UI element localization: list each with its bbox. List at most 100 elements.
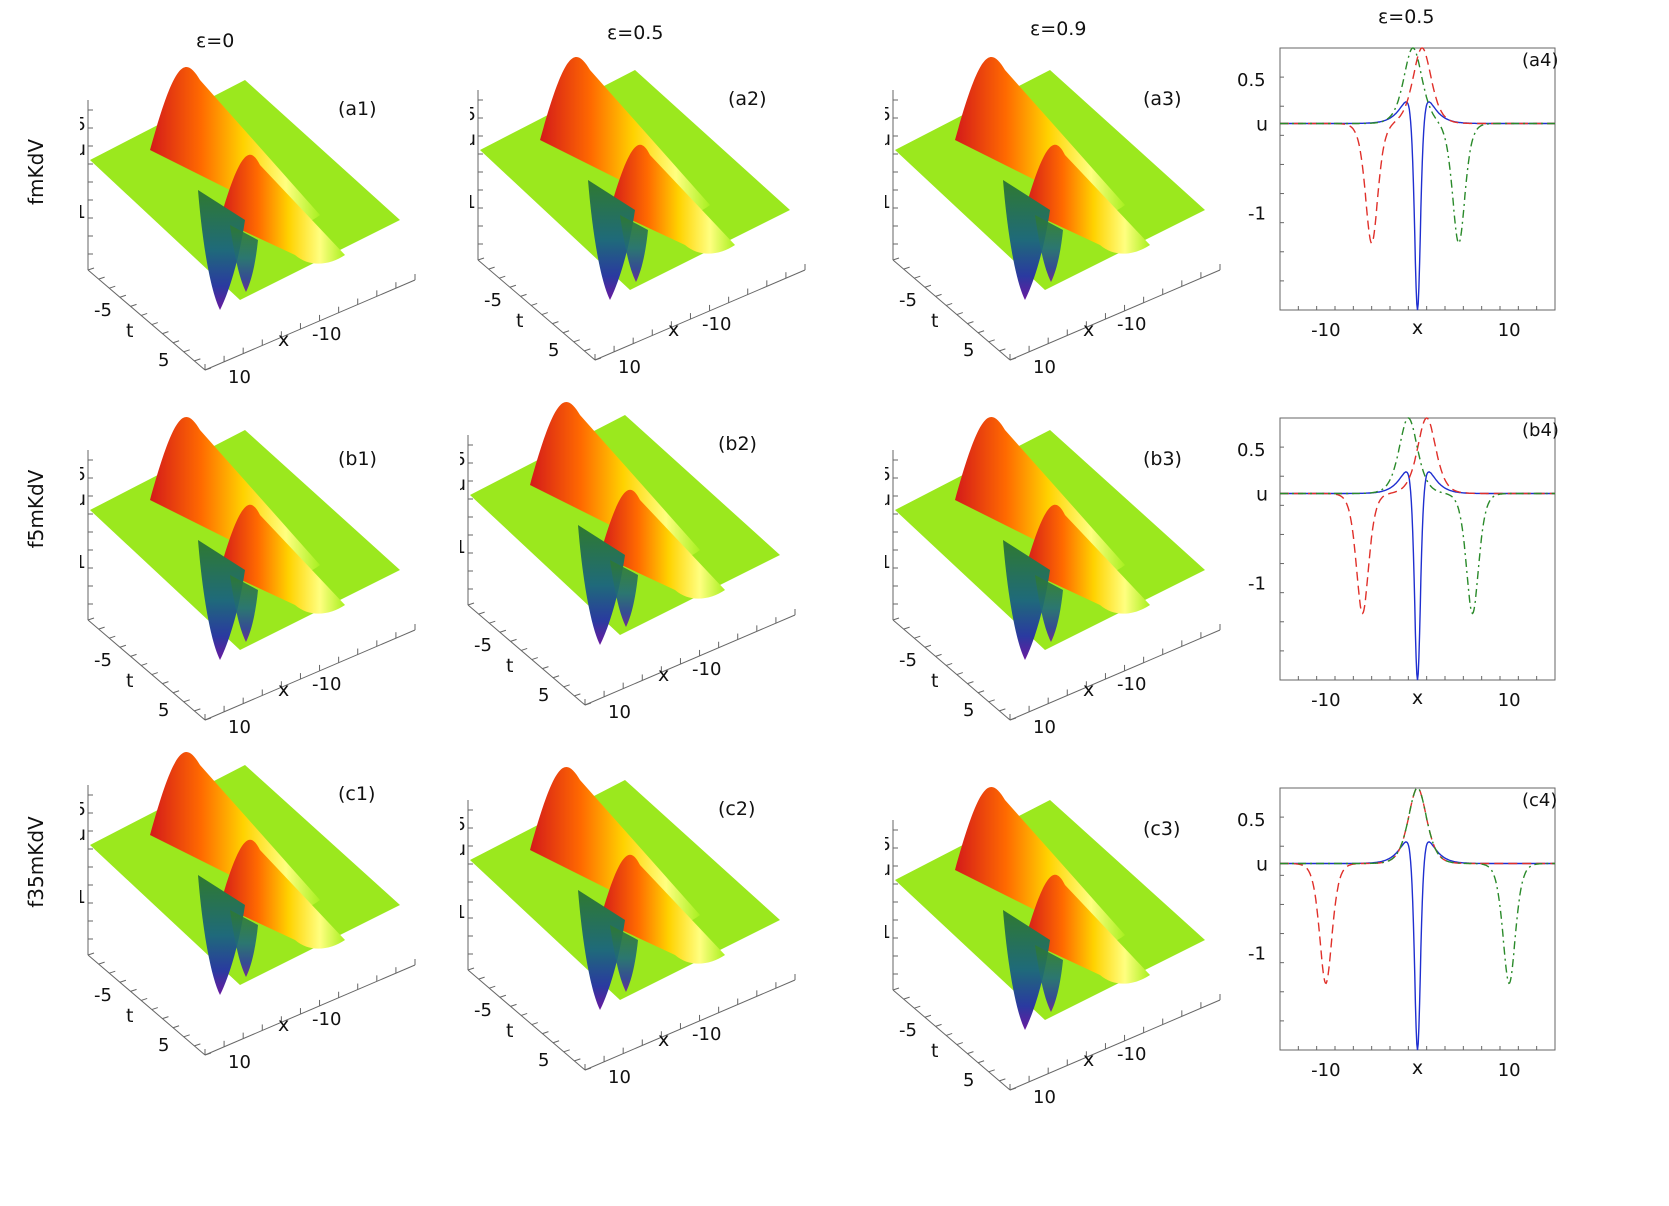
- t-tick: [141, 997, 148, 1001]
- t-axis: [467, 604, 586, 706]
- t-tick: [183, 349, 190, 353]
- series-line-1: [1280, 101, 1555, 311]
- trough: [588, 180, 635, 300]
- t-tick: [924, 644, 932, 648]
- t-tick: [130, 988, 137, 992]
- t-tick: [967, 321, 974, 325]
- trough-2: [230, 910, 258, 977]
- trough-2: [610, 925, 638, 992]
- surface-plot-c2: (c2) 0.5 u -1 -5 t 5 10 x -10: [460, 767, 796, 1088]
- surface-plot-a3: (a3) 0.5 u -1 -5 t 5 10 x -10: [885, 57, 1221, 378]
- y-tick-label: 0.5: [1237, 440, 1266, 461]
- x-axis-label: x: [1412, 1057, 1423, 1079]
- t-tick: [151, 1007, 158, 1011]
- t-tick: [109, 285, 116, 289]
- t-tick: [477, 257, 485, 261]
- panel-label: (c3): [1143, 818, 1180, 840]
- y-tick-label: -1: [1248, 573, 1266, 594]
- x-axis-label: x: [1083, 679, 1094, 701]
- t-tick: [935, 653, 942, 657]
- t-axis: [477, 259, 596, 361]
- y-tick-label: -1: [1248, 943, 1266, 964]
- t-tick: [172, 340, 180, 344]
- x-axis: [1009, 269, 1221, 361]
- t-tick: [563, 684, 570, 688]
- t-tick: [109, 970, 116, 974]
- surface-plot-b3: (b3) 0.5 u -1 -5 t 5 10 x -10: [885, 417, 1221, 738]
- t-tick: [194, 708, 201, 712]
- col-label-3: ε=0.9: [1030, 18, 1087, 40]
- soliton-ridge-2: [600, 854, 725, 964]
- x-axis: [1009, 629, 1221, 721]
- line-plot-c4: (c4) 0.5 u -1 -10 x 10: [1237, 787, 1557, 1081]
- t-tick: [162, 1016, 169, 1020]
- t-tick-label: -5: [94, 300, 112, 321]
- x-axis: [584, 614, 796, 706]
- t-axis-label: t: [931, 310, 938, 332]
- t-tick: [488, 266, 495, 270]
- t-tick: [87, 617, 95, 621]
- t-tick: [1009, 357, 1017, 361]
- panel-label: (c4): [1522, 790, 1557, 811]
- x-axis: [204, 279, 416, 371]
- surface-plot-a1: (a1) 0.5 u -1 -5 t 5 10 x -10: [80, 67, 416, 388]
- trough-2: [1035, 215, 1063, 282]
- t-tick: [130, 303, 137, 307]
- t-tick: [584, 1067, 592, 1071]
- t-axis-label: t: [506, 655, 513, 677]
- x-tick-label: -10: [1311, 690, 1340, 711]
- t-tick: [119, 644, 127, 648]
- x-tick-label: 10: [1498, 1060, 1521, 1081]
- t-tick-label: -5: [94, 985, 112, 1006]
- t-axis-label: t: [126, 320, 133, 342]
- panel-label: (c1): [338, 783, 375, 805]
- panel-label: (a1): [338, 98, 377, 120]
- u-axis-label: u: [80, 138, 86, 160]
- soliton-ridge-2: [1025, 144, 1150, 254]
- u-axis-label: u: [460, 838, 466, 860]
- t-tick-label: -5: [899, 650, 917, 671]
- t-tick: [594, 357, 602, 361]
- x-tick-label: 10: [608, 1067, 631, 1088]
- u-tick-label: -1: [470, 192, 476, 213]
- x-tick-label: 10: [228, 367, 251, 388]
- trough-2: [610, 560, 638, 627]
- u-tick-label: 0.5: [460, 449, 466, 470]
- x-axis-label: x: [278, 329, 289, 351]
- t-tick: [510, 1003, 517, 1007]
- t-tick-label: -5: [484, 290, 502, 311]
- trough-2: [230, 575, 258, 642]
- x-axis: [204, 629, 416, 721]
- row-label-2: f5mKdV: [24, 469, 48, 549]
- u-axis-label: u: [80, 823, 86, 845]
- series-line-3: [1280, 47, 1555, 245]
- t-tick-label: -5: [94, 650, 112, 671]
- u-axis-label: u: [460, 473, 466, 495]
- t-tick-label: 5: [158, 1035, 169, 1056]
- x-tick-label: -10: [1117, 1044, 1146, 1065]
- t-tick: [194, 1043, 201, 1047]
- t-tick: [204, 367, 212, 371]
- t-axis: [87, 954, 206, 1056]
- y-axis-label: u: [1256, 483, 1268, 505]
- t-tick: [162, 331, 169, 335]
- t-tick: [914, 1005, 921, 1009]
- trough: [198, 875, 245, 995]
- t-tick: [988, 699, 995, 703]
- x-tick-label: -10: [1311, 320, 1340, 341]
- t-tick: [956, 1042, 963, 1046]
- x-tick-label: 10: [618, 357, 641, 378]
- t-axis: [892, 259, 1011, 361]
- t-tick: [924, 1014, 932, 1018]
- plot-frame: [1279, 417, 1556, 681]
- line-plot-a4: (a4) 0.5 u -1 -10 x 10: [1237, 47, 1559, 341]
- t-tick: [552, 321, 559, 325]
- t-tick: [967, 1051, 974, 1055]
- t-tick: [584, 348, 591, 352]
- t-tick: [499, 275, 506, 279]
- x-tick-label: -10: [1117, 314, 1146, 335]
- y-tick-label: 0.5: [1237, 810, 1266, 831]
- surface-plot-a2: (a2) 0.5 u -1 -5 t 5 10 x -10: [470, 57, 806, 378]
- panel-label: (b4): [1522, 420, 1559, 441]
- t-tick: [87, 267, 95, 271]
